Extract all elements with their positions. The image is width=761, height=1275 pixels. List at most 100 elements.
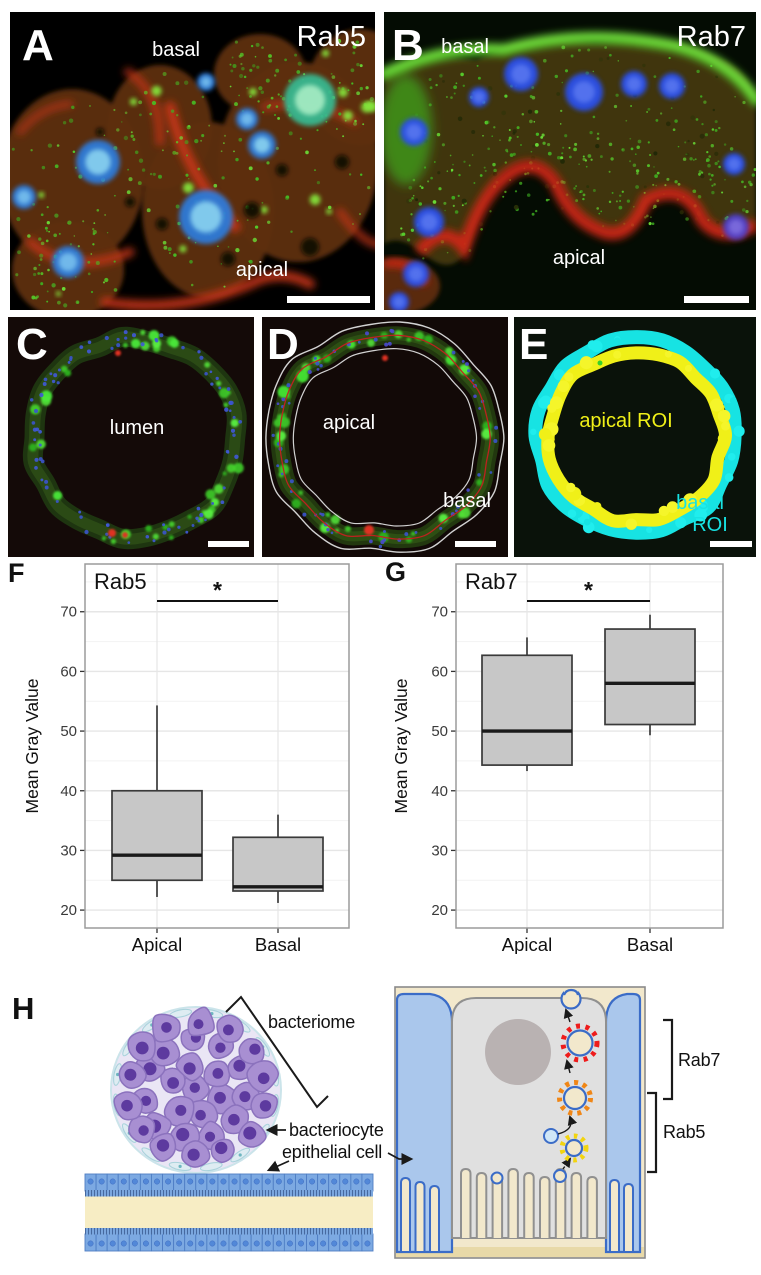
mid-roi-line: [278, 334, 491, 540]
rab5-bracket: [647, 1091, 658, 1174]
box-apical: [481, 637, 573, 772]
scale-bar: [684, 296, 749, 303]
vacuoles: [96, 128, 349, 266]
micrograph-c: C lumen: [8, 317, 254, 557]
nuclei: [12, 73, 336, 278]
apical-roi-blobs: [538, 350, 731, 530]
y-tick-label: 60: [60, 663, 77, 680]
label-rab5-bracket: Rab5: [663, 1122, 705, 1142]
y-axis: 20 30 40 50 60 70: [431, 604, 456, 919]
label-apical-roi: apical ROI: [579, 410, 672, 432]
panel-letter-c: C: [16, 320, 48, 369]
bacteriome-bracket: [225, 995, 329, 1109]
x-category-label: Apical: [502, 934, 552, 954]
boxplot-rab5: 20 30 40 50 60 70 Mean Gray Value Apical Basal * R…: [22, 563, 350, 954]
label-basal-roi-line2: ROI: [692, 514, 728, 536]
panel-letter-f: F: [8, 558, 25, 588]
y-tick-label: 40: [60, 783, 77, 800]
panel-letter-e: E: [519, 320, 548, 369]
significance-star: *: [584, 577, 593, 603]
micrograph-d: D apical basal: [262, 317, 508, 557]
panel-a-rab5-micrograph: A basal Rab5 apical: [10, 12, 375, 310]
epithelial-tube: [84, 1173, 374, 1252]
significance-bar: *: [157, 577, 278, 603]
panel-f-rab5-boxplot: 20 30 40 50 60 70 Mean Gray Value Apical Basal * R…: [0, 560, 379, 954]
y-tick-label: 40: [431, 783, 448, 800]
nuclei: [389, 57, 749, 310]
panel-letter-b: B: [392, 21, 424, 70]
y-axis: 20 30 40 50 60 70: [60, 604, 85, 919]
early-endosome-yellow: [559, 1133, 589, 1163]
label-bacteriocyte: bacteriocyte: [289, 1120, 384, 1140]
cell-nucleus: [485, 1019, 551, 1085]
label-epithelial-cell: epithelial cell: [282, 1142, 382, 1162]
boxplot-rab7: 20 30 40 50 60 70 Mean Gray Value Apical Basal * R…: [391, 563, 724, 954]
endosome-orange: [557, 1080, 593, 1116]
panel-e-roi-mask-micrograph: E apical ROI basal ROI: [514, 317, 756, 557]
vesicle: [543, 1128, 559, 1144]
y-tick-label: 70: [431, 604, 448, 621]
scale-bar: [455, 541, 496, 547]
marker-label-rab7: Rab7: [677, 21, 746, 53]
label-basal-b: basal: [441, 36, 489, 58]
scale-bar: [208, 541, 249, 547]
green-mesh: [400, 45, 756, 260]
membrane-bud: [553, 1169, 567, 1183]
label-basal-roi-line1: basal: [676, 492, 724, 514]
y-tick-label: 20: [431, 902, 448, 919]
x-category-label: Basal: [627, 934, 673, 954]
label-basal-d: basal: [443, 490, 491, 512]
cell-diagram: [395, 987, 645, 1258]
tissue-cells: [10, 29, 375, 310]
panel-letter-d: D: [267, 320, 299, 369]
y-tick-label: 60: [431, 663, 448, 680]
significance-bar: *: [527, 577, 650, 603]
panel-d-roi-outline-micrograph: D apical basal: [262, 317, 508, 557]
y-tick-label: 50: [60, 723, 77, 740]
rab7-bracket: [663, 1018, 674, 1101]
schematic-diagram: bacteriome bacteriocyte epithelial cell …: [84, 986, 721, 1259]
box-apical: [111, 705, 203, 897]
scale-bar: [287, 296, 370, 303]
bacteriome-cluster: [110, 1006, 282, 1174]
y-tick-label: 20: [60, 902, 77, 919]
late-endosome-red: [560, 1023, 600, 1063]
label-basal-a: basal: [152, 39, 200, 61]
micrograph-a: A basal Rab5 apical: [10, 12, 375, 310]
label-bacteriome: bacteriome: [268, 1012, 355, 1032]
scale-bar: [710, 541, 752, 547]
y-axis-title: Mean Gray Value: [391, 679, 411, 814]
label-rab7-bracket: Rab7: [678, 1050, 720, 1070]
chart-title: Rab7: [465, 569, 518, 594]
panel-letter-h: H: [12, 991, 35, 1026]
apical-outline: [292, 347, 478, 527]
apical-red-band: [414, 159, 756, 262]
panel-letter-g: G: [385, 557, 407, 587]
y-tick-label: 70: [60, 604, 77, 621]
label-apical-b: apical: [553, 247, 605, 269]
panel-g-rab7-boxplot: 20 30 40 50 60 70 Mean Gray Value Apical Basal * R…: [380, 560, 761, 954]
y-tick-label: 30: [60, 842, 77, 859]
endosome-pathway: [490, 987, 600, 1185]
label-apical-d: apical: [323, 412, 375, 434]
label-lumen: lumen: [110, 417, 164, 439]
panel-h-schematic: bacteriome bacteriocyte epithelial cell …: [0, 960, 761, 1275]
panel-c-lumen-micrograph: C lumen: [8, 317, 254, 557]
panel-letter-a: A: [22, 21, 54, 70]
box-basal: [604, 614, 696, 736]
label-apical-a: apical: [236, 259, 288, 281]
y-axis-title: Mean Gray Value: [22, 679, 42, 814]
epithelial-arrow-left: [266, 1160, 290, 1172]
significance-star: *: [213, 577, 222, 603]
basal-roi-ring: [528, 330, 742, 540]
x-category-label: Basal: [255, 934, 301, 954]
basal-roi-blobs: [530, 334, 745, 534]
micrograph-e: E apical ROI basal ROI: [514, 317, 756, 557]
nuclei-dots: [29, 330, 243, 544]
membrane-bud: [490, 1171, 504, 1185]
x-category-label: Apical: [132, 934, 182, 954]
basal-outline: [265, 321, 505, 553]
epithelial-arrow-right: [387, 1152, 414, 1165]
y-tick-label: 50: [431, 723, 448, 740]
